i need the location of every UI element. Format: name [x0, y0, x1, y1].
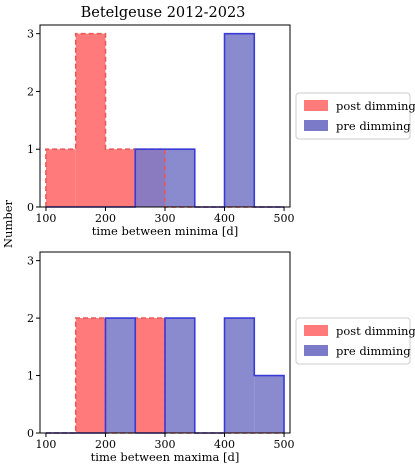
legend-swatch	[304, 120, 328, 131]
y-tick-label: 2	[27, 85, 34, 98]
post-dimming-bar	[105, 149, 136, 207]
x-tick-label: 200	[95, 212, 116, 225]
y-tick-label: 0	[27, 427, 34, 440]
legend-swatch	[304, 345, 328, 356]
legend-label: pre dimming	[336, 344, 411, 358]
chart-title: Betelgeuse 2012-2023	[81, 5, 246, 21]
x-tick-label: 100	[35, 438, 56, 451]
y-tick-label: 1	[27, 370, 34, 383]
maxima-histogram-panel: 100 200 300 400 500 0 1 2 3 time between maxima […	[27, 251, 415, 464]
legend-swatch	[304, 100, 328, 111]
x-tick-label: 400	[214, 438, 235, 451]
x-tick-label: 500	[274, 438, 295, 451]
y-tick-label: 1	[27, 143, 34, 156]
y-tick-label: 0	[27, 201, 34, 214]
post-dimming-bar	[135, 318, 165, 433]
x-tick-label: 400	[214, 212, 235, 225]
x-tick-label: 300	[155, 438, 176, 451]
x-axis-label: time between minima [d]	[92, 224, 238, 238]
pre-dimming-bar	[224, 318, 255, 433]
post-dimming-bar	[75, 318, 106, 433]
legend-label: pre dimming	[336, 119, 411, 133]
pre-dimming-bar	[135, 149, 165, 207]
pre-dimming-bar	[165, 318, 195, 433]
pre-dimming-bar	[254, 375, 285, 433]
post-dimming-bar	[45, 149, 76, 207]
minima-histogram-panel: 100 200 300 400 500 0 1 2 3 time between minima […	[27, 24, 415, 238]
shared-y-axis-label: Number	[1, 199, 15, 248]
post-dimming-bar	[75, 33, 106, 207]
x-tick-label: 300	[155, 212, 176, 225]
legend-label: post dimming	[336, 99, 415, 113]
legend-swatch	[304, 325, 328, 336]
pre-dimming-bar	[165, 149, 195, 207]
y-tick-label: 2	[27, 312, 34, 325]
x-tick-label: 500	[274, 212, 295, 225]
x-axis-label: time between maxima [d]	[91, 450, 240, 464]
legend-label: post dimming	[336, 324, 415, 338]
x-tick-label: 200	[95, 438, 116, 451]
y-tick-label: 3	[27, 28, 34, 41]
pre-dimming-bar	[105, 318, 136, 433]
y-tick-label: 3	[27, 255, 34, 268]
pre-dimming-outline	[45, 317, 285, 434]
pre-dimming-bar	[224, 33, 255, 207]
x-tick-label: 100	[35, 212, 56, 225]
